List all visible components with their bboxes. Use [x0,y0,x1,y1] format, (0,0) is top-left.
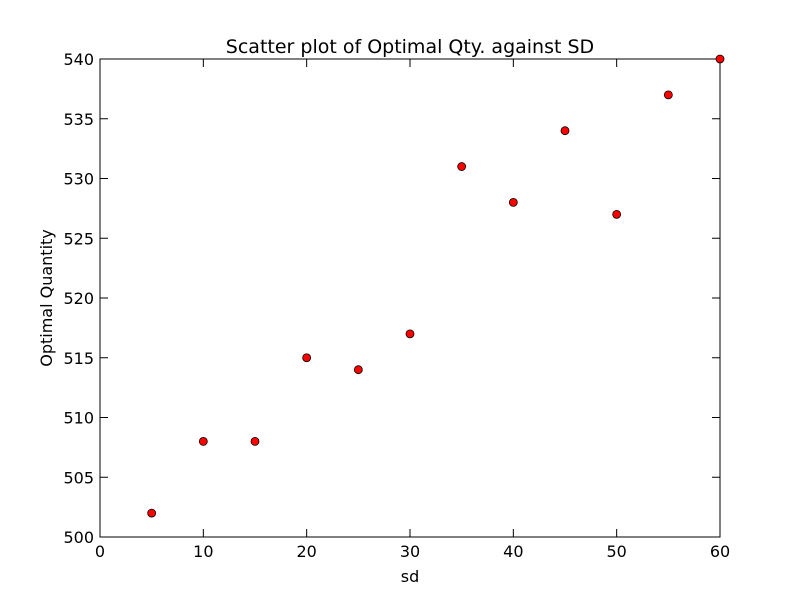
x-tick-label: 0 [95,542,105,561]
x-tick-label: 30 [400,542,420,561]
y-tick-label: 540 [63,50,94,69]
data-point [198,436,208,446]
y-tick-label: 500 [63,528,94,547]
data-point [715,54,725,64]
data-point [612,209,622,219]
y-tick-label: 535 [63,110,94,129]
y-axis-label: Optimal Quantity [37,229,56,367]
y-tick-label: 525 [63,229,94,248]
x-tick-label: 60 [710,542,730,561]
y-tick-label: 505 [63,468,94,487]
y-tick-label: 510 [63,409,94,428]
x-axis-ticks: 0 10 20 30 40 50 60 [95,59,730,561]
y-axis-ticks: 500 505 510 515 520 525 530 535 540 [63,50,720,547]
data-point [508,197,518,207]
y-tick-label: 520 [63,289,94,308]
data-point [663,90,673,100]
data-point [560,126,570,136]
data-point [353,365,363,375]
y-tick-label: 515 [63,349,94,368]
data-point [405,329,415,339]
chart-title: Scatter plot of Optimal Qty. against SD [226,36,594,58]
data-point [302,353,312,363]
x-tick-label: 50 [606,542,626,561]
data-point [250,436,260,446]
y-tick-label: 530 [63,170,94,189]
data-points [147,54,725,518]
x-tick-label: 40 [503,542,523,561]
data-point [147,508,157,518]
x-axis-label: sd [401,567,420,586]
x-tick-label: 20 [296,542,316,561]
data-point [457,162,467,171]
x-tick-label: 10 [193,542,213,561]
